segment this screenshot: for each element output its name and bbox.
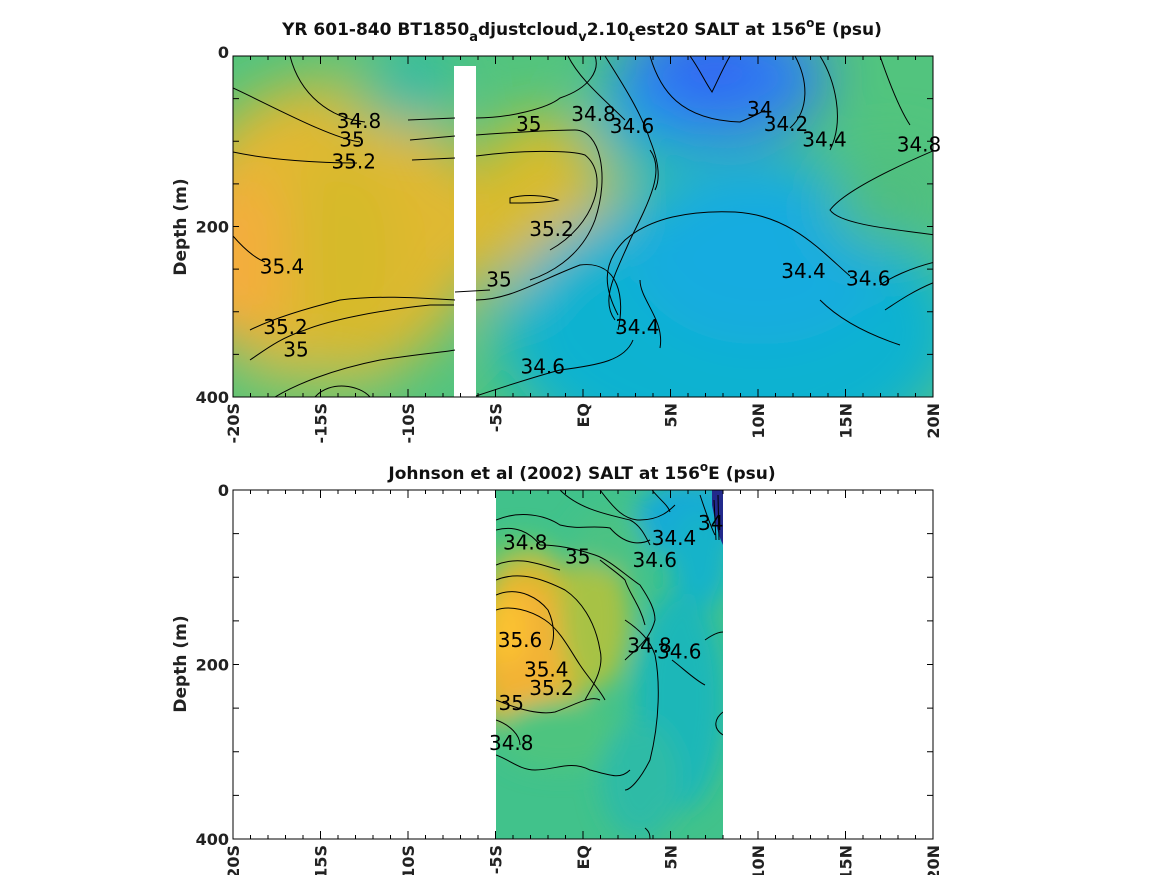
top-contour-label: 35 xyxy=(339,128,364,152)
top-y-tick-label: 200 xyxy=(196,218,229,237)
top-contour-label: 34.8 xyxy=(897,133,942,157)
bottom-contour-label: 35 xyxy=(499,691,524,715)
top-x-tick-label: 10N xyxy=(749,403,768,439)
bottom-x-tick-label: -10S xyxy=(399,845,418,875)
top-x-tick-label: -5S xyxy=(487,403,506,432)
bottom-contour-label: 34 xyxy=(698,511,723,535)
top-contour-label: 34.2 xyxy=(764,112,809,136)
bottom-x-tick-label: -5S xyxy=(487,845,506,874)
top-y-axis-label: Depth (m) xyxy=(171,178,191,275)
top-panel: YR 601-840 BT1850adjustcloudv2.10test20 … xyxy=(171,16,943,443)
top-x-tick-label: 5N xyxy=(662,403,681,428)
bottom-x-tick-label: 15N xyxy=(837,845,856,875)
top-contour-label: 35.4 xyxy=(260,255,305,279)
top-title: YR 601-840 BT1850adjustcloudv2.10test20 … xyxy=(281,16,882,45)
top-contour-label: 34.8 xyxy=(337,109,382,133)
top-heatmap xyxy=(233,56,933,397)
bottom-panel: Johnson et al (2002) SALT at 156oE (psu) xyxy=(171,460,943,875)
bottom-contour-labels: 34.83534.434.63435.635.435.23534.834.634… xyxy=(489,511,723,755)
top-x-tick-label: 20N xyxy=(924,403,943,439)
top-contour-label: 35 xyxy=(516,112,541,136)
top-contour-label: 34.8 xyxy=(571,102,616,126)
top-contour-label: 34.4 xyxy=(781,259,826,283)
top-contour-label: 34.6 xyxy=(846,267,891,291)
bottom-contour-label: 34.4 xyxy=(652,526,697,550)
top-contour-label: 35.2 xyxy=(331,150,376,174)
top-x-tick-label: 15N xyxy=(837,403,856,439)
bottom-contour-label: 34.8 xyxy=(503,530,548,554)
bottom-contour-label: 34.6 xyxy=(657,639,702,663)
top-x-tick-label: -15S xyxy=(312,403,331,443)
top-contour-label: 34.4 xyxy=(615,315,660,339)
top-y-tick-label: 0 xyxy=(218,43,229,62)
bottom-y-tick-label: 400 xyxy=(196,830,229,849)
top-contour-label: 35.2 xyxy=(529,217,574,241)
bottom-contour-label: 34.8 xyxy=(627,633,672,657)
top-contour-label: 34.6 xyxy=(520,354,565,378)
bottom-contour-label: 35.6 xyxy=(498,628,543,652)
bottom-x-tick-label: -15S xyxy=(312,845,331,875)
bottom-contour-label: 34.6 xyxy=(632,548,677,572)
top-x-tick-label: -20S xyxy=(224,403,243,443)
bottom-contour-label: 35.2 xyxy=(529,676,574,700)
top-y-tick-label: 400 xyxy=(196,388,229,407)
top-contour-label: 35 xyxy=(283,337,308,361)
top-x-tick-label: -10S xyxy=(399,403,418,443)
bottom-x-tick-label: 10N xyxy=(749,845,768,875)
bottom-contour-label: 35.4 xyxy=(524,658,569,682)
top-contour-label: 34.4 xyxy=(802,128,847,152)
bottom-title: Johnson et al (2002) SALT at 156oE (psu) xyxy=(387,460,775,484)
top-contours xyxy=(233,56,933,397)
bottom-x-tick-label: 5N xyxy=(662,845,681,870)
bottom-y-tick-label: 200 xyxy=(196,656,229,675)
bottom-contour-label: 34.8 xyxy=(489,731,534,755)
top-x-tick-label: EQ xyxy=(574,403,593,428)
bottom-x-tick-label: 20N xyxy=(924,845,943,875)
bottom-heatmap xyxy=(496,490,723,839)
top-contour-label: 34.6 xyxy=(610,114,655,138)
bottom-contour-label: 35 xyxy=(565,544,590,568)
top-contour-label: 35.2 xyxy=(263,315,308,339)
bottom-x-tick-label: -20S xyxy=(224,845,243,875)
top-contour-label: 34 xyxy=(747,97,772,121)
bottom-y-tick-label: 0 xyxy=(218,481,229,500)
bottom-x-tick-label: EQ xyxy=(574,845,593,870)
bottom-ticks: -20S -15S -10S -5S EQ 5N 10N 15N 20N 0 200 400 xyxy=(196,481,943,875)
bottom-y-axis-label: Depth (m) xyxy=(171,615,191,712)
bottom-contours xyxy=(496,490,723,839)
top-contour-label: 35 xyxy=(486,267,511,291)
top-ticks: -20S -15S -10S -5S EQ 5N 10N 15N 20N 0 200 400 xyxy=(196,43,943,443)
